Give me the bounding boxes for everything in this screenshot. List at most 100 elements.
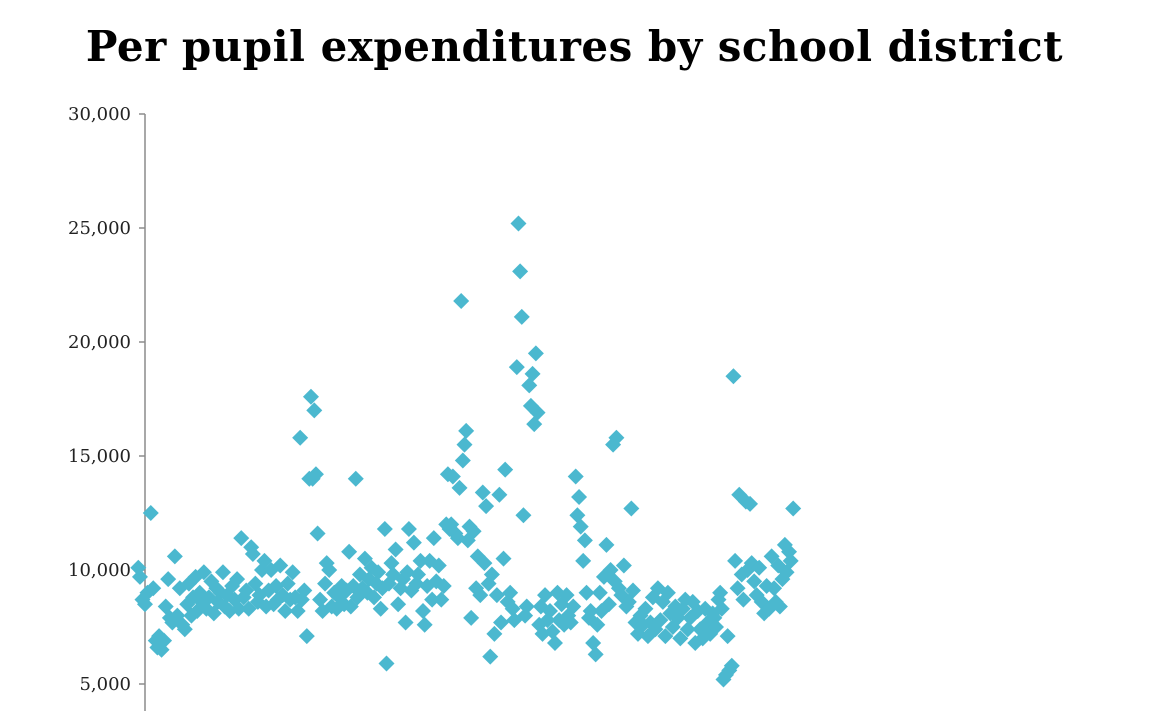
data-point — [727, 552, 744, 569]
data-point — [390, 596, 407, 613]
data-point — [591, 584, 608, 601]
data-point — [512, 263, 529, 280]
data-point — [399, 564, 416, 581]
data-point — [615, 557, 632, 574]
data-point — [719, 628, 736, 645]
data-point — [623, 500, 640, 517]
data-point — [529, 404, 546, 421]
data-point — [495, 550, 512, 567]
data-point — [145, 580, 162, 597]
data-point — [451, 479, 468, 496]
data-point — [537, 587, 554, 604]
data-point — [444, 468, 461, 485]
data-point — [482, 648, 499, 665]
data-point — [415, 603, 432, 620]
data-point — [412, 552, 429, 569]
y-tick-label: 30,000 — [68, 104, 131, 125]
data-point — [277, 603, 294, 620]
data-point — [229, 571, 246, 588]
data-point — [513, 308, 530, 325]
data-point — [562, 614, 579, 631]
data-point — [317, 575, 334, 592]
data-point — [493, 614, 510, 631]
data-point — [425, 530, 442, 547]
data-point — [725, 368, 742, 385]
data-point — [453, 292, 470, 309]
data-point — [600, 596, 617, 613]
data-point — [558, 587, 575, 604]
data-point — [195, 564, 212, 581]
data-point — [542, 603, 558, 620]
data-point — [589, 616, 606, 633]
data-point — [582, 603, 599, 620]
data-point — [372, 600, 389, 617]
data-point — [458, 422, 475, 439]
data-point — [284, 564, 301, 581]
data-point — [156, 632, 173, 649]
data-point — [567, 468, 584, 485]
data-point — [366, 589, 383, 606]
data-point — [504, 600, 521, 617]
data-point — [292, 429, 309, 446]
data-point — [766, 580, 783, 597]
data-point — [302, 388, 319, 405]
data-point — [571, 489, 588, 506]
data-point — [569, 507, 586, 524]
data-point — [233, 530, 250, 547]
data-point — [587, 646, 604, 663]
data-point — [712, 584, 729, 601]
data-point — [598, 536, 615, 553]
data-point — [742, 495, 759, 512]
data-point — [397, 614, 414, 631]
data-point — [387, 541, 404, 558]
y-tick-label: 15,000 — [68, 446, 131, 467]
data-point — [575, 552, 592, 569]
data-point — [376, 520, 393, 537]
data-point — [544, 623, 561, 640]
data-point — [430, 557, 447, 574]
data-point — [136, 596, 153, 613]
data-point — [679, 621, 696, 638]
data-point — [463, 609, 480, 626]
y-axis: 5,000 10,000 15,000 20,000 25,000 30,000 — [68, 104, 146, 711]
data-point — [454, 452, 471, 469]
data-point — [735, 591, 752, 608]
data-point — [400, 520, 417, 537]
data-point — [160, 571, 177, 588]
data-point — [214, 564, 231, 581]
data-point — [785, 500, 802, 517]
data-point — [486, 625, 503, 642]
data-point — [572, 518, 589, 535]
data-point — [131, 568, 148, 585]
y-tick-label: 25,000 — [68, 218, 131, 239]
data-point — [723, 657, 740, 674]
data-point — [729, 580, 746, 597]
y-tick-label: 5,000 — [79, 674, 131, 695]
data-point — [176, 621, 193, 638]
data-point — [713, 600, 730, 617]
data-point — [424, 591, 441, 608]
data-point — [243, 539, 260, 556]
data-point — [476, 555, 493, 572]
data-point — [782, 552, 799, 569]
data-point — [771, 598, 788, 615]
data-point — [526, 416, 543, 433]
data-point — [657, 628, 674, 645]
data-point — [508, 359, 525, 376]
data-point — [309, 525, 326, 542]
data-point — [435, 577, 452, 594]
data-point — [491, 486, 508, 503]
data-point — [312, 591, 329, 608]
data-point — [465, 523, 482, 540]
data-point — [416, 616, 433, 633]
data-point — [565, 598, 582, 615]
data-point — [306, 402, 323, 419]
data-point — [142, 505, 159, 521]
data-point — [456, 436, 473, 453]
data-point — [578, 584, 595, 601]
data-point — [515, 507, 532, 524]
data-point — [321, 562, 338, 578]
data-point — [378, 655, 395, 672]
data-point — [478, 498, 495, 515]
